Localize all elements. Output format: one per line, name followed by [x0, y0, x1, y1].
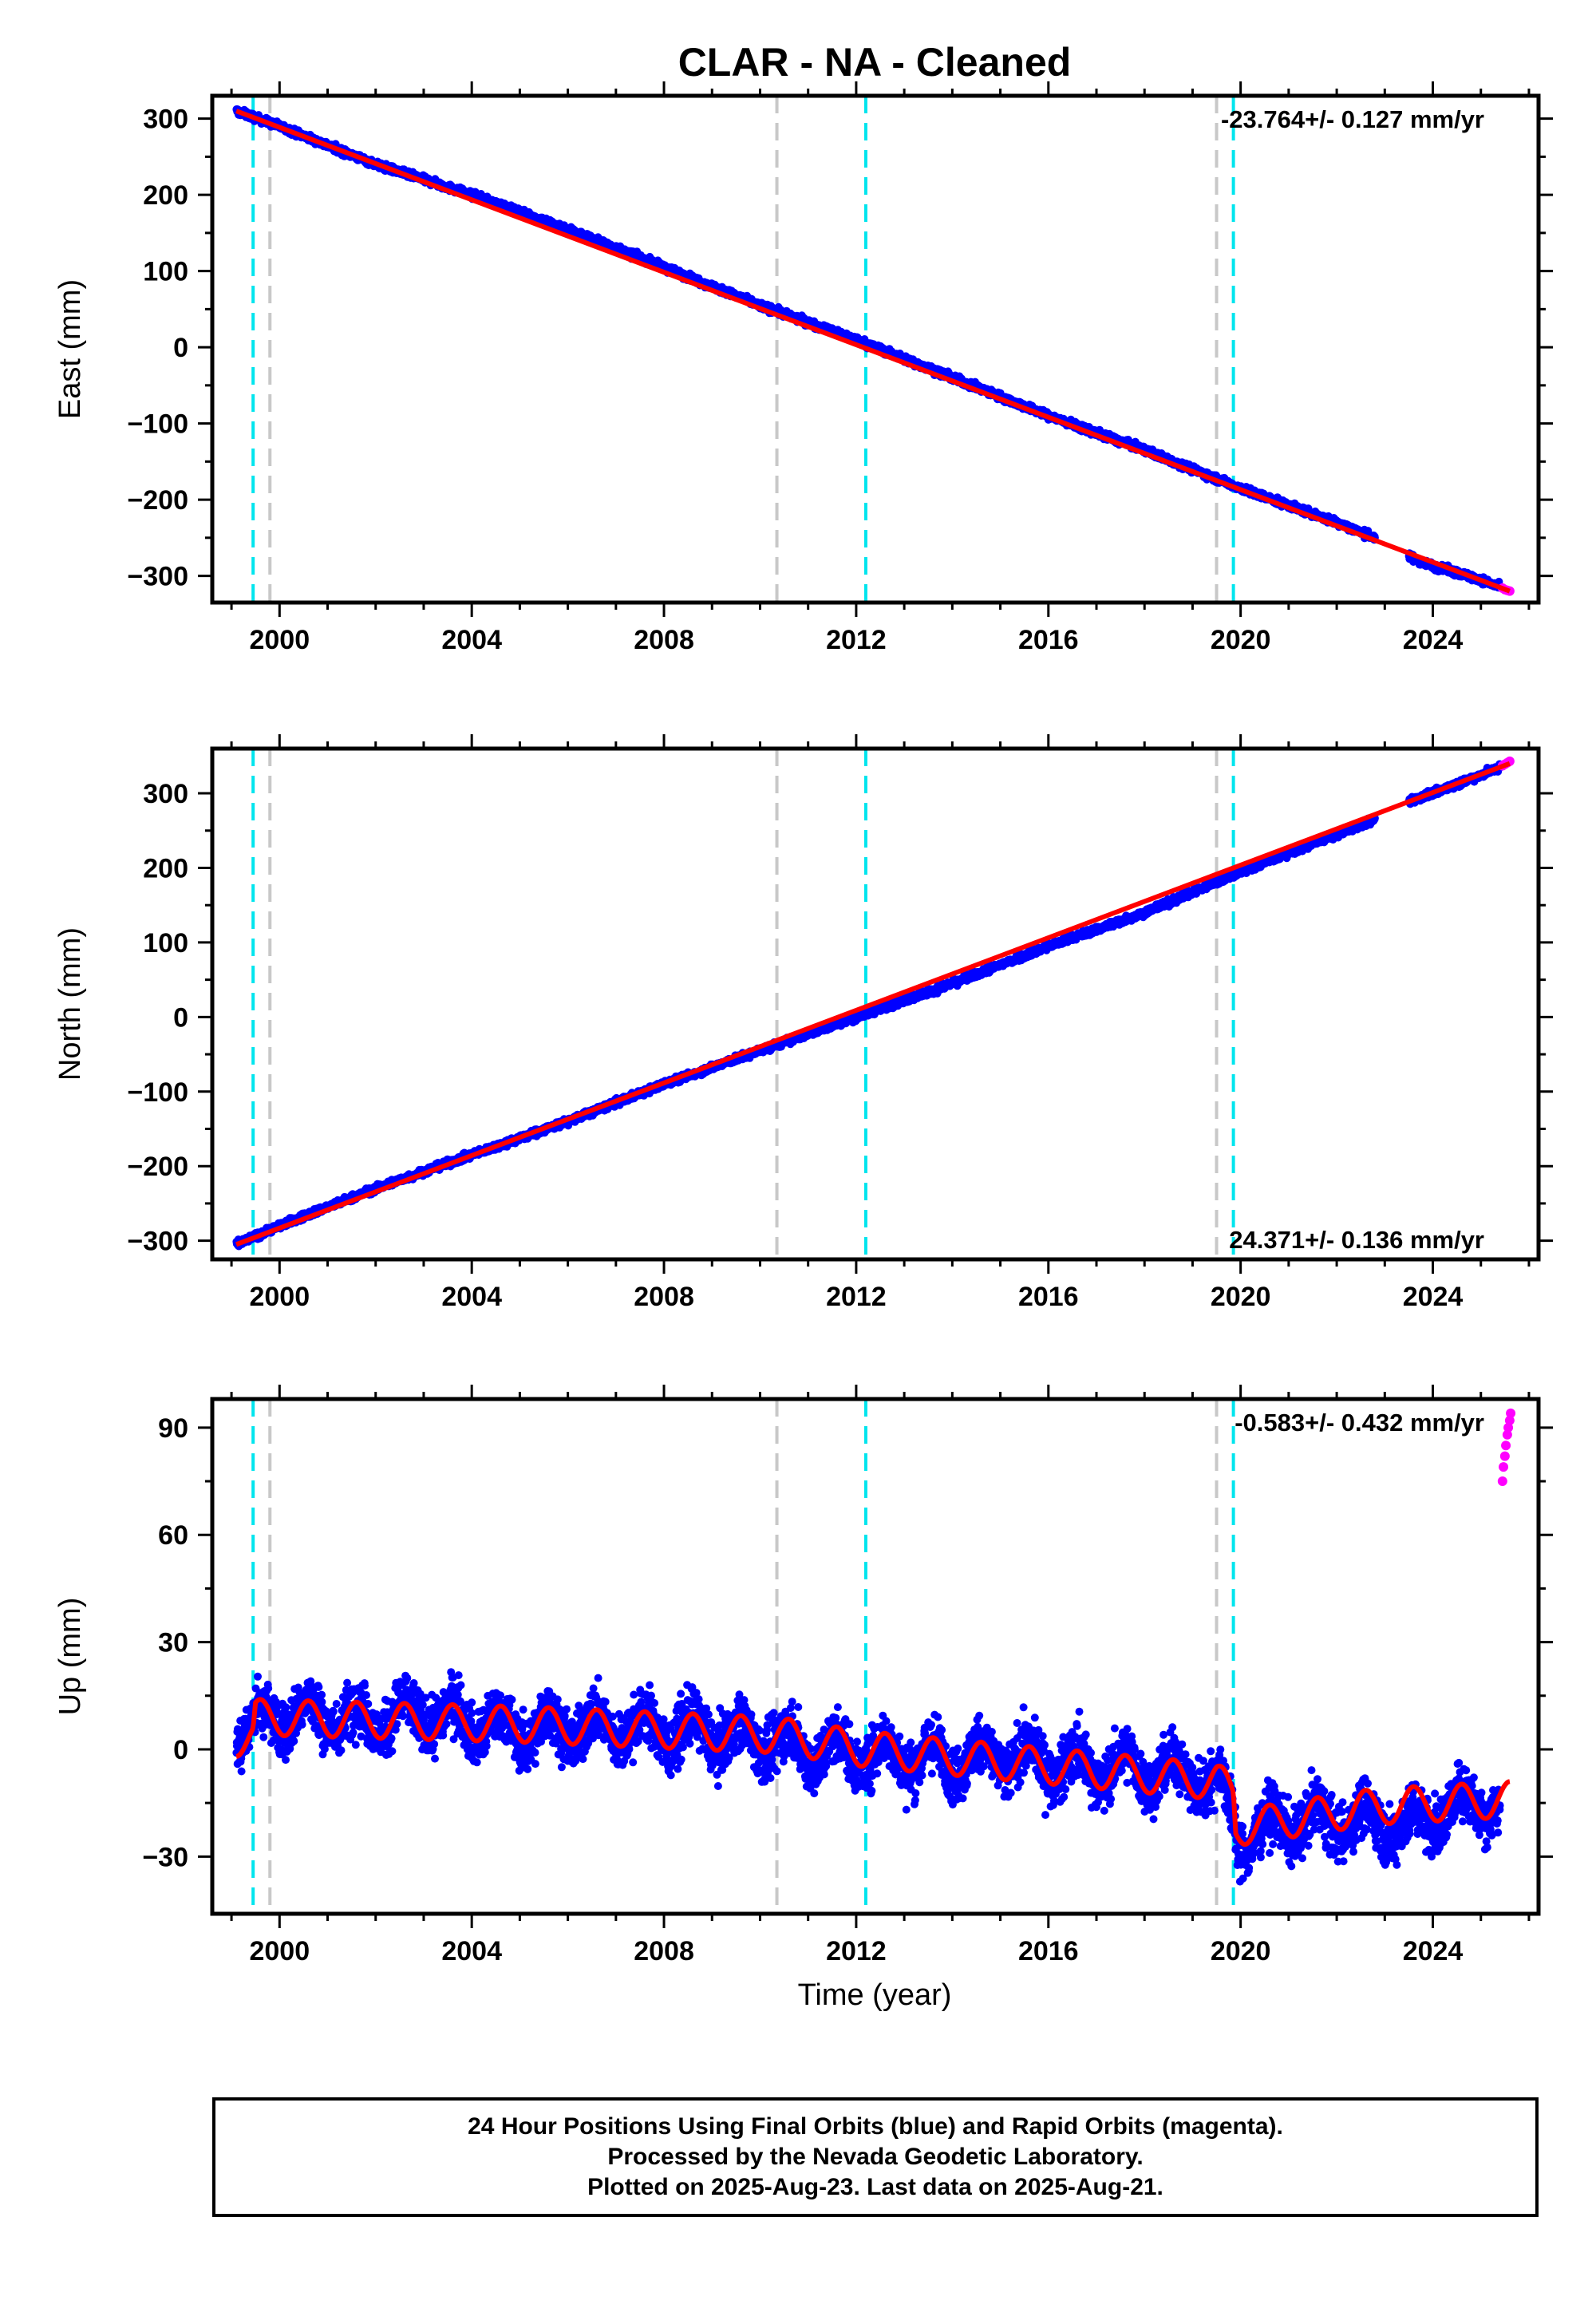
y-tick-label: 300 [143, 105, 188, 135]
x-tick-label: 2008 [634, 625, 694, 655]
east-rate-label: -23.764+/- 0.127 mm/yr [1221, 105, 1484, 133]
east-frame [210, 93, 1541, 605]
x-tick-label: 2004 [441, 625, 502, 655]
y-tick-label: −300 [127, 562, 188, 592]
x-tick-label: 2012 [826, 625, 887, 655]
x-tick-label: 2000 [249, 625, 310, 655]
east-panel: 2000 2004 2008 2012 2016 2020 2024 300 200 100 0 −1… [53, 81, 1553, 655]
y-tick-label: 0 [173, 333, 188, 363]
east-y-axis-label: East (mm) [53, 279, 87, 419]
y-tick-label: −100 [127, 409, 188, 440]
y-tick-label: −200 [127, 485, 188, 516]
east-model-curve [235, 109, 1511, 594]
x-tick-label: 2024 [1403, 625, 1464, 655]
chart-title: CLAR - NA - Cleaned [678, 40, 1072, 85]
north-panel: 2000 2004 2008 2012 2016 2020 20243002001000−1… [53, 734, 1553, 1312]
east-plot-area [232, 96, 1515, 603]
x-tick-label: 2016 [1018, 625, 1079, 655]
y-tick-label: 100 [143, 257, 188, 287]
x-tick-label: 2020 [1211, 625, 1271, 655]
y-tick-label: 200 [143, 180, 188, 211]
north-plot-area [232, 749, 1515, 1259]
